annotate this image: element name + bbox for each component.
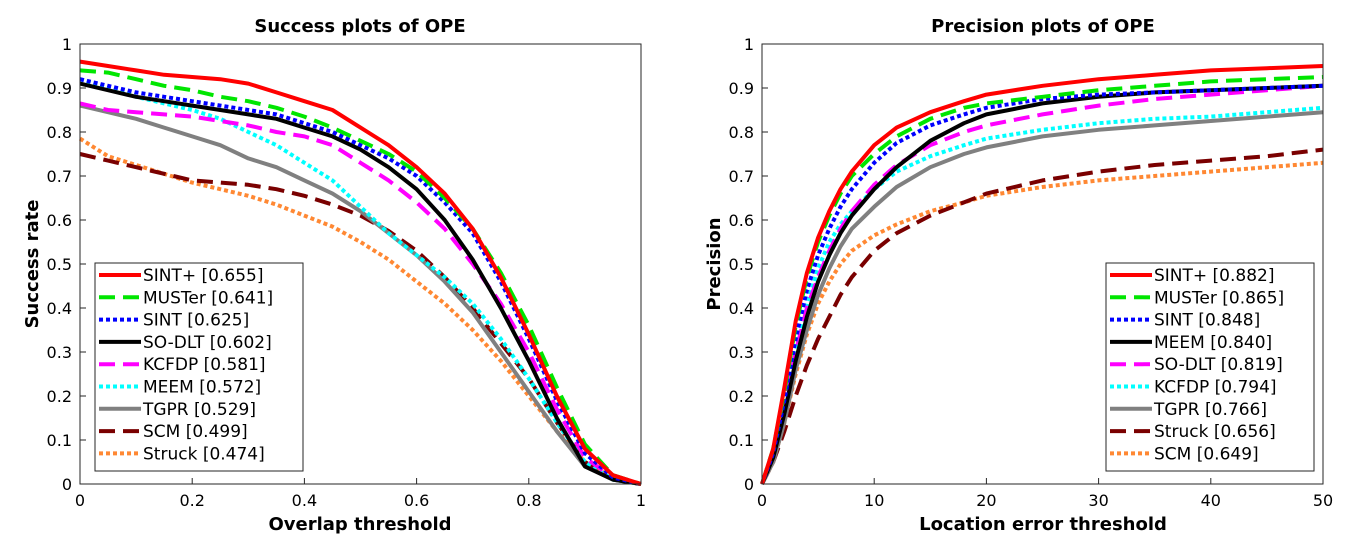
series-line [760, 147, 1324, 485]
x-tick-label: 0 [75, 491, 85, 510]
legend-label: Struck [0.656] [1154, 422, 1276, 442]
series-line [79, 103, 642, 486]
y-tick-label: 0.4 [47, 299, 72, 318]
y-tick-label: 0.6 [47, 211, 72, 230]
y-tick-label: 0.3 [47, 343, 72, 362]
legend-label: SO-DLT [0.819] [1154, 355, 1283, 375]
legend-label: KCFDP [0.794] [1154, 378, 1277, 398]
x-tick-label: 10 [864, 491, 884, 510]
legend-label: TGPR [0.529] [142, 400, 256, 420]
plot-frame [79, 43, 642, 485]
legend-label: MUSTer [0.865] [1154, 288, 1284, 308]
x-tick-label: 40 [1201, 491, 1221, 510]
legend-label: SINT [0.625] [143, 311, 249, 331]
x-tick-label: 1 [636, 491, 646, 510]
legend-label: SO-DLT [0.602] [143, 333, 272, 353]
chart-title: Precision plots of OPE [931, 16, 1155, 37]
success-plot: Success plots of OPE Overlap threshold S… [22, 16, 646, 535]
chart-title: Success plots of OPE [254, 16, 465, 37]
x-axis-title: Location error threshold [919, 514, 1167, 535]
y-axis-title: Precision [704, 217, 725, 310]
x-tick-label: 0 [757, 491, 767, 510]
y-tick-label: 0.3 [729, 343, 754, 362]
y-tick-label: 1 [62, 35, 72, 54]
y-tick-label: 0.2 [47, 387, 72, 406]
legend: SINT+ [0.655]MUSTer [0.641]SINT [0.625]S… [94, 262, 304, 472]
y-tick-label: 0.5 [47, 255, 72, 274]
series-line [79, 101, 642, 486]
x-tick-label: 0.6 [404, 491, 429, 510]
legend-label: SCM [0.649] [1154, 444, 1259, 464]
plot-frame [761, 43, 1324, 485]
x-tick-label: 0.4 [292, 491, 317, 510]
tick-group: 0 0.2 0.4 0.6 0.8 1 0 0.1 0.2 0.3 0.4 0.5 0.6 0.7 0.8 0… [47, 35, 647, 510]
x-tick-label: 0.2 [179, 491, 204, 510]
series-line [760, 64, 1324, 485]
series-line [760, 83, 1324, 485]
series-line [79, 68, 642, 486]
tick-group: 0 10 20 30 40 50 0 0.1 0.2 0.3 0.4 0.5 0.6 0.7 0.8 0.9 1 [729, 35, 1334, 510]
legend-label: TGPR [0.766] [1153, 400, 1267, 420]
series-lines [760, 64, 1324, 485]
legend-label: MEEM [0.840] [1154, 333, 1272, 353]
y-tick-label: 0.9 [729, 79, 754, 98]
legend-label: MUSTer [0.641] [143, 288, 273, 308]
y-tick-label: 0.2 [729, 387, 754, 406]
y-tick-label: 0.7 [47, 167, 72, 186]
y-tick-label: 1 [744, 35, 754, 54]
series-line [760, 83, 1324, 485]
legend: SINT+ [0.882]MUSTer [0.865] SINT [0.848]M… [1105, 262, 1315, 472]
y-tick-label: 0.7 [729, 167, 754, 186]
legend-label: SCM [0.499] [143, 422, 248, 442]
series-line [79, 81, 642, 486]
y-tick-label: 0 [62, 475, 72, 494]
y-tick-label: 0.8 [47, 123, 72, 142]
y-tick-label: 0.4 [729, 299, 754, 318]
precision-plot: Precision plots of OPE Location error th… [704, 16, 1333, 535]
legend-label: KCFDP [0.581] [143, 355, 266, 375]
legend-label: SINT [0.848] [1154, 311, 1260, 331]
y-tick-label: 0 [744, 475, 754, 494]
x-tick-label: 20 [976, 491, 996, 510]
y-tick-label: 0.6 [729, 211, 754, 230]
series-line [79, 77, 642, 486]
y-tick-label: 0.8 [729, 123, 754, 142]
legend-label: SINT+ [0.655] [143, 266, 264, 286]
x-tick-label: 30 [1088, 491, 1108, 510]
series-lines [78, 59, 642, 486]
x-tick-label: 50 [1313, 491, 1333, 510]
y-tick-label: 0.9 [47, 79, 72, 98]
legend-label: MEEM [0.572] [143, 378, 261, 398]
legend-label: SINT+ [0.882] [1154, 266, 1275, 286]
x-tick-label: 0.8 [516, 491, 541, 510]
y-axis-title: Success rate [22, 200, 43, 329]
x-axis-title: Overlap threshold [268, 514, 451, 535]
series-line [760, 110, 1324, 485]
series-line [79, 59, 642, 486]
y-tick-label: 0.1 [729, 431, 754, 450]
legend-label: Struck [0.474] [143, 444, 265, 464]
y-tick-label: 0.5 [729, 255, 754, 274]
y-tick-label: 0.1 [47, 431, 72, 450]
